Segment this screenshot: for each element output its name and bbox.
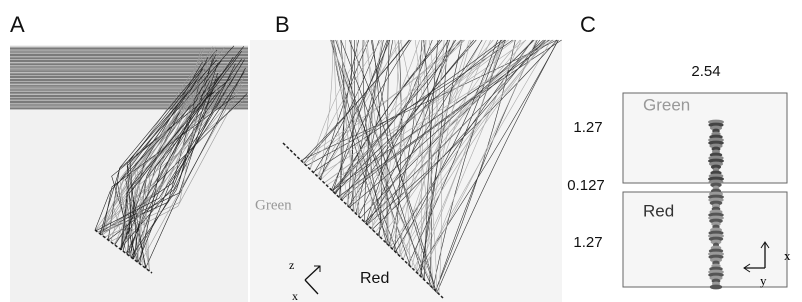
panel-label: B bbox=[275, 12, 290, 37]
height-label: 1.27 bbox=[573, 119, 602, 136]
axis-label: z bbox=[289, 258, 294, 272]
height-label: 1.27 bbox=[573, 234, 602, 251]
page: {"panels": [ {"label": "A"}, {"label": "… bbox=[0, 0, 802, 302]
green-box-label: Green bbox=[643, 95, 690, 114]
gap-label: 0.127 bbox=[567, 177, 605, 194]
width-label: 2.54 bbox=[691, 63, 720, 80]
panel-label: C bbox=[580, 12, 596, 37]
red-label: Red bbox=[360, 270, 389, 287]
green-label: Green bbox=[255, 197, 292, 213]
panel-label: A bbox=[10, 12, 25, 37]
axis-label: x bbox=[784, 248, 791, 263]
spot bbox=[710, 285, 723, 290]
axis-label: y bbox=[760, 273, 767, 288]
axis-label: x bbox=[292, 289, 298, 302]
figure: A B Green Red z x C 2.54 1.27 0.127 1.27… bbox=[0, 0, 802, 302]
red-box-label: Red bbox=[643, 201, 674, 220]
